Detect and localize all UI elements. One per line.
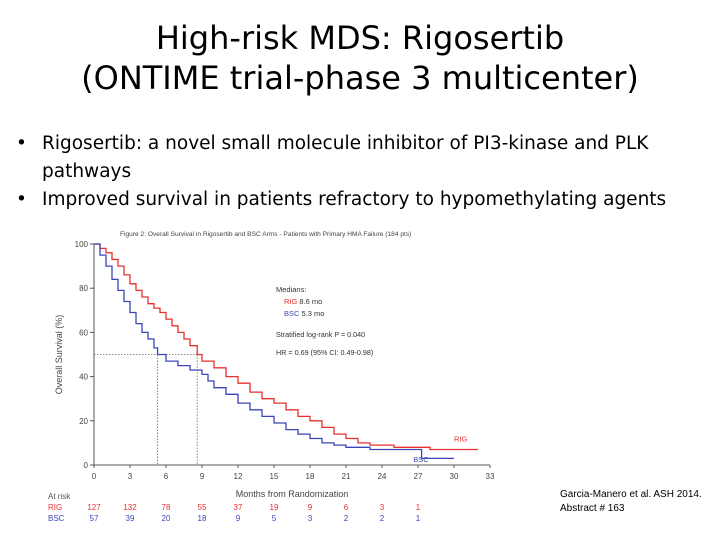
at-risk-value: 5 — [272, 514, 277, 523]
y-tick-label: 80 — [79, 284, 88, 293]
bullet-dot-icon: • — [16, 189, 27, 210]
median-bsc: BSC 5.3 mo — [284, 309, 324, 318]
at-risk-value: 19 — [270, 503, 279, 512]
at-risk-row-name: RIG — [48, 503, 62, 512]
at-risk-value: 3 — [380, 503, 385, 512]
bullet-list: • Rigosertib: a novel small molecule inhi… — [14, 130, 704, 214]
y-tick-label: 100 — [75, 240, 89, 249]
y-tick-label: 60 — [79, 328, 88, 337]
at-risk-value: 6 — [344, 503, 349, 512]
x-tick-label: 33 — [486, 472, 495, 481]
x-tick-label: 21 — [342, 472, 351, 481]
series-end-label-bsc: BSC — [413, 455, 429, 464]
bullet-text: Improved survival in patients refractory… — [42, 189, 667, 210]
hr-text: HR = 0.69 (95% CI: 0.49-0.98) — [276, 348, 373, 357]
citation-line-2: Abstract # 163 — [560, 503, 625, 514]
x-tick-label: 12 — [234, 472, 243, 481]
at-risk-value: 1 — [416, 514, 421, 523]
bullet-text: Rigosertib: a novel small molecule inhib… — [42, 133, 649, 182]
at-risk-value: 127 — [87, 503, 101, 512]
y-axis-label: Overall Survival (%) — [54, 315, 64, 395]
x-tick-label: 18 — [306, 472, 315, 481]
bullet-item: • Improved survival in patients refractor… — [14, 186, 704, 214]
at-risk-value: 55 — [198, 503, 207, 512]
y-tick-label: 40 — [79, 373, 88, 382]
x-axis-label: Months from Randomization — [236, 489, 349, 499]
bullet-item: • Rigosertib: a novel small molecule inhi… — [14, 130, 704, 186]
survival-chart: Figure 2: Overall Survival in Rigosertib… — [48, 231, 495, 523]
at-risk-value: 18 — [198, 514, 207, 523]
x-tick-label: 24 — [378, 472, 387, 481]
citation: Garcia-Manero et al. ASH 2014. Abstract … — [560, 488, 702, 516]
at-risk-row-name: BSC — [48, 514, 65, 523]
x-tick-label: 9 — [200, 472, 205, 481]
at-risk-value: 57 — [90, 514, 99, 523]
logrank-text: Stratified log-rank P = 0.040 — [276, 330, 365, 339]
at-risk-value: 2 — [344, 514, 349, 523]
at-risk-value: 39 — [126, 514, 135, 523]
at-risk-value: 3 — [308, 514, 313, 523]
at-risk-value: 37 — [234, 503, 243, 512]
series-line-rig — [94, 243, 478, 451]
y-tick-label: 0 — [84, 461, 89, 470]
x-tick-label: 0 — [92, 472, 97, 481]
citation-line-1: Garcia-Manero et al. ASH 2014. — [560, 489, 702, 500]
at-risk-value: 9 — [236, 514, 241, 523]
bullet-dot-icon: • — [16, 133, 27, 154]
at-risk-value: 2 — [380, 514, 385, 523]
at-risk-label: At risk — [48, 492, 71, 501]
x-tick-label: 3 — [128, 472, 133, 481]
slide-title: High-risk MDS: Rigosertib (ONTIME trial-… — [0, 18, 720, 98]
at-risk-value: 9 — [308, 503, 313, 512]
x-tick-label: 15 — [270, 472, 279, 481]
chart-title: Figure 2: Overall Survival in Rigosertib… — [120, 231, 411, 238]
y-tick-label: 20 — [79, 417, 88, 426]
medians-label: Medians: — [276, 285, 306, 294]
x-tick-label: 27 — [414, 472, 423, 481]
at-risk-value: 20 — [162, 514, 171, 523]
title-line-1: High-risk MDS: Rigosertib — [155, 19, 565, 57]
series-end-label-rig: RIG — [454, 434, 468, 443]
at-risk-value: 132 — [123, 503, 137, 512]
series-line-bsc — [94, 243, 454, 460]
title-line-2: (ONTIME trial-phase 3 multicenter) — [81, 59, 639, 97]
x-tick-label: 30 — [450, 472, 459, 481]
at-risk-value: 1 — [416, 503, 421, 512]
x-tick-label: 6 — [164, 472, 169, 481]
at-risk-value: 78 — [162, 503, 171, 512]
median-rig: RIG 8.6 mo — [284, 297, 322, 306]
